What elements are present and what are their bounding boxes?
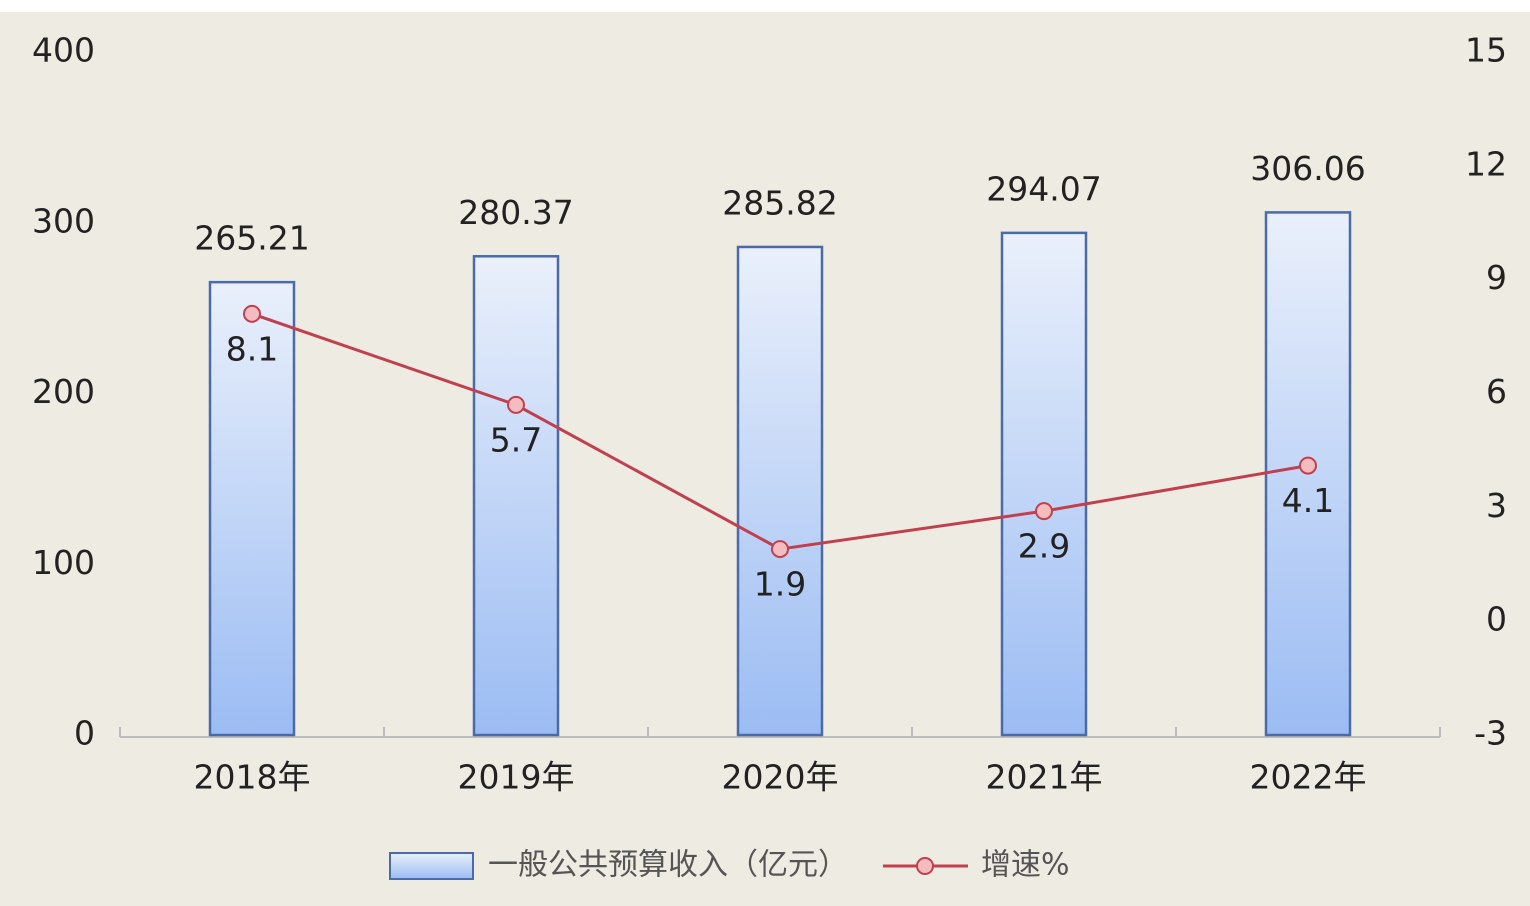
bar-value-label: 280.37 bbox=[458, 193, 573, 232]
y-tick-label: 300 bbox=[32, 201, 95, 240]
x-tick-label: 2018年 bbox=[194, 758, 311, 797]
line-value-label: 4.1 bbox=[1282, 481, 1334, 520]
y2-tick-label: -3 bbox=[1474, 714, 1507, 753]
y2-tick-label: 12 bbox=[1465, 144, 1507, 183]
line-value-label: 8.1 bbox=[226, 329, 278, 368]
y2-tick-label: 9 bbox=[1486, 258, 1507, 297]
bar bbox=[736, 245, 824, 737]
bar bbox=[1000, 231, 1088, 737]
y2-tick-label: 0 bbox=[1486, 600, 1507, 639]
y-tick-label: 100 bbox=[32, 543, 95, 582]
bar-value-label: 285.82 bbox=[722, 183, 837, 222]
y2-tick-label: 3 bbox=[1486, 486, 1507, 525]
line-marker bbox=[1035, 502, 1053, 521]
bar bbox=[208, 280, 296, 737]
bar-value-label: 306.06 bbox=[1250, 149, 1365, 188]
line-marker bbox=[507, 395, 525, 414]
legend-marker bbox=[916, 857, 934, 875]
line-value-label: 2.9 bbox=[1018, 527, 1070, 566]
y2-tick-label: 15 bbox=[1465, 31, 1507, 70]
line-value-label: 5.7 bbox=[490, 420, 542, 459]
bar bbox=[472, 255, 560, 737]
bar-value-label: 294.07 bbox=[986, 169, 1101, 208]
y-tick-label: 0 bbox=[74, 714, 95, 753]
line-marker bbox=[771, 540, 789, 559]
legend-label: 增速% bbox=[981, 848, 1070, 883]
x-tick-label: 2020年 bbox=[722, 758, 839, 797]
x-tick-label: 2022年 bbox=[1250, 758, 1367, 797]
y2-tick-label: 6 bbox=[1486, 372, 1507, 411]
y-tick-label: 400 bbox=[32, 31, 95, 70]
line-marker bbox=[1299, 456, 1317, 475]
bar-value-label: 265.21 bbox=[194, 219, 309, 258]
legend-label: 一般公共预算收入（亿元） bbox=[488, 848, 848, 883]
x-tick-label: 2019年 bbox=[458, 758, 575, 797]
line-marker bbox=[243, 304, 261, 323]
legend-swatch bbox=[389, 852, 474, 880]
x-tick-label: 2021年 bbox=[986, 758, 1103, 797]
y-tick-label: 200 bbox=[32, 372, 95, 411]
line-value-label: 1.9 bbox=[754, 565, 806, 604]
